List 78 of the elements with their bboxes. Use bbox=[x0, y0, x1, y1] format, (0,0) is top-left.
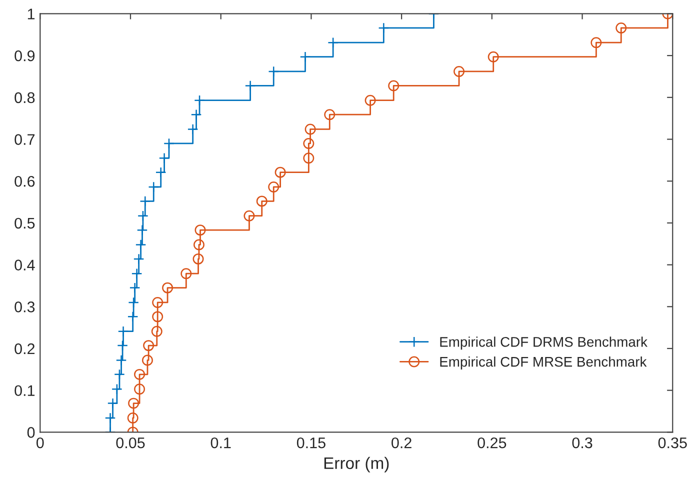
y-tick-label: 0.7 bbox=[14, 134, 35, 145]
point bbox=[268, 181, 280, 192]
point bbox=[135, 239, 146, 250]
y-tick-label: 0.5 bbox=[14, 218, 35, 229]
point bbox=[118, 326, 129, 337]
point bbox=[616, 22, 627, 34]
point bbox=[116, 354, 127, 366]
point bbox=[162, 282, 174, 294]
y-tick-label: 0 bbox=[27, 427, 35, 438]
x-tick-label: 0.1 bbox=[210, 437, 231, 448]
point bbox=[155, 166, 166, 178]
point bbox=[303, 152, 314, 164]
point bbox=[133, 253, 144, 264]
point bbox=[134, 368, 146, 380]
x-tick-label: 0.35 bbox=[658, 437, 687, 448]
point bbox=[127, 311, 138, 322]
point bbox=[128, 398, 140, 409]
point bbox=[114, 368, 125, 380]
point bbox=[194, 94, 206, 106]
point bbox=[324, 109, 336, 120]
point bbox=[488, 51, 499, 62]
point bbox=[590, 37, 602, 48]
point bbox=[107, 398, 118, 409]
point bbox=[256, 196, 268, 207]
point bbox=[127, 412, 138, 424]
point bbox=[129, 282, 140, 294]
y-tick-label: 0.9 bbox=[14, 50, 35, 62]
point bbox=[148, 181, 160, 192]
y-tick-label: 0.1 bbox=[14, 385, 35, 396]
point bbox=[244, 210, 255, 222]
x-tick-label: 0 bbox=[36, 437, 44, 448]
point bbox=[158, 152, 170, 164]
point bbox=[304, 124, 316, 135]
x-tick-label: 0.15 bbox=[296, 437, 326, 448]
point bbox=[193, 239, 204, 250]
point bbox=[143, 340, 154, 352]
y-tick-label: 0.3 bbox=[14, 302, 35, 312]
point bbox=[378, 22, 390, 34]
point bbox=[364, 94, 376, 106]
x-tick-label: 0.3 bbox=[572, 437, 592, 448]
y-tick-label: 1 bbox=[28, 8, 35, 20]
x-tick-label: 0.25 bbox=[478, 437, 506, 448]
legend-label: Empirical CDF MRSE Benchmark bbox=[440, 356, 647, 370]
point bbox=[388, 80, 400, 92]
point bbox=[104, 412, 116, 424]
point bbox=[140, 196, 151, 207]
point bbox=[136, 224, 148, 236]
point bbox=[152, 296, 164, 308]
point bbox=[142, 354, 153, 366]
point bbox=[190, 109, 202, 120]
point bbox=[454, 66, 465, 77]
point bbox=[194, 224, 206, 236]
point bbox=[137, 210, 148, 222]
point bbox=[187, 124, 198, 135]
point bbox=[244, 80, 256, 92]
point bbox=[131, 268, 142, 280]
point bbox=[300, 51, 311, 62]
y-tick-label: 0.4 bbox=[14, 260, 35, 270]
point bbox=[180, 268, 192, 280]
y-tick-label: 0.2 bbox=[14, 343, 35, 354]
point bbox=[111, 384, 122, 395]
point bbox=[268, 66, 280, 77]
x-tick-label: 0.05 bbox=[116, 437, 145, 448]
point bbox=[152, 311, 164, 322]
point bbox=[134, 384, 146, 395]
point bbox=[303, 138, 314, 149]
point bbox=[328, 37, 339, 48]
y-tick-label: 0.8 bbox=[14, 92, 35, 104]
point bbox=[117, 340, 128, 352]
y-tick-label: 0.6 bbox=[14, 176, 35, 187]
point bbox=[151, 326, 162, 337]
point bbox=[274, 166, 286, 178]
x-axis-title: Error (m) bbox=[324, 456, 389, 472]
legend-label: Empirical CDF DRMS Benchmark bbox=[440, 336, 648, 350]
point bbox=[192, 253, 204, 264]
point bbox=[128, 296, 140, 308]
x-tick-label: 0.2 bbox=[392, 437, 412, 448]
point bbox=[163, 138, 174, 149]
